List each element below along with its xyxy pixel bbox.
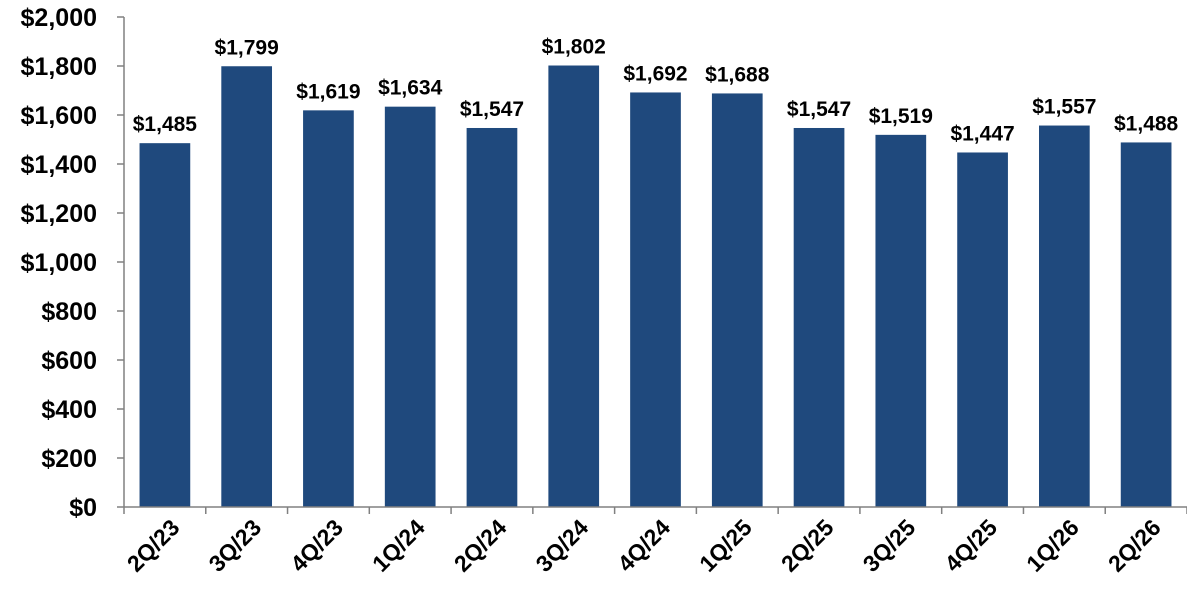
x-tick-label: 3Q/24	[531, 514, 594, 577]
bar-2Q-23	[139, 143, 191, 508]
axis-layer	[117, 16, 1187, 514]
data-label: $1,519	[869, 105, 933, 128]
data-label: $1,634	[378, 77, 443, 100]
data-label: $1,485	[133, 113, 198, 136]
data-label: $1,802	[542, 36, 606, 59]
y-tick-label: $1,600	[21, 102, 97, 130]
bar-4Q-25	[957, 152, 1008, 508]
bar-2Q-26	[1120, 142, 1172, 507]
y-tick-label: $0	[69, 494, 97, 522]
data-label: $1,488	[1114, 112, 1179, 135]
x-tick-label: 2Q/24	[449, 514, 512, 577]
bar-3Q-23	[221, 66, 273, 507]
x-tick-label: 3Q/23	[203, 514, 266, 577]
y-tick-label: $1,400	[21, 151, 97, 179]
data-label: $1,547	[460, 98, 524, 121]
bar-2Q-24	[466, 127, 518, 508]
y-tick-label: $1,200	[21, 200, 97, 228]
y-tick-label: $1,000	[21, 249, 97, 277]
x-tick-label: 2Q/25	[776, 514, 839, 577]
bar-2Q-25	[793, 127, 845, 508]
y-tick-label: $600	[41, 347, 97, 375]
bar-1Q-24	[384, 106, 436, 508]
x-tick-label: 1Q/24	[367, 514, 430, 577]
data-label: $1,799	[215, 36, 279, 59]
bar-3Q-25	[875, 134, 927, 507]
x-tick-label: 4Q/25	[939, 514, 1002, 577]
data-label: $1,447	[950, 122, 1014, 145]
data-label: $1,619	[296, 80, 360, 103]
x-tick-label: 1Q/25	[694, 514, 757, 577]
bars-layer	[139, 65, 1172, 508]
x-tick-label: 2Q/23	[122, 514, 185, 577]
x-tick-label: 4Q/24	[612, 514, 675, 577]
data-label: $1,688	[705, 63, 770, 86]
bar-1Q-26	[1039, 125, 1090, 507]
data-label: $1,557	[1032, 96, 1096, 119]
x-tick-label: 2Q/26	[1103, 514, 1166, 577]
y-tick-label: $200	[41, 445, 97, 473]
bar-3Q-24	[548, 65, 600, 507]
y-tick-label: $800	[41, 298, 97, 326]
x-tick-label: 3Q/25	[858, 514, 921, 577]
x-tick-label: 4Q/23	[285, 514, 348, 577]
x-tick-label: 1Q/26	[1021, 514, 1084, 577]
data-label: $1,547	[787, 98, 851, 121]
y-tick-label: $400	[41, 396, 97, 424]
data-label: $1,692	[623, 62, 687, 85]
bar-1Q-25	[711, 93, 763, 507]
y-tick-label: $2,000	[21, 4, 97, 32]
bar-4Q-24	[630, 92, 681, 508]
y-tick-label: $1,800	[21, 53, 97, 81]
bar-4Q-23	[303, 110, 354, 507]
